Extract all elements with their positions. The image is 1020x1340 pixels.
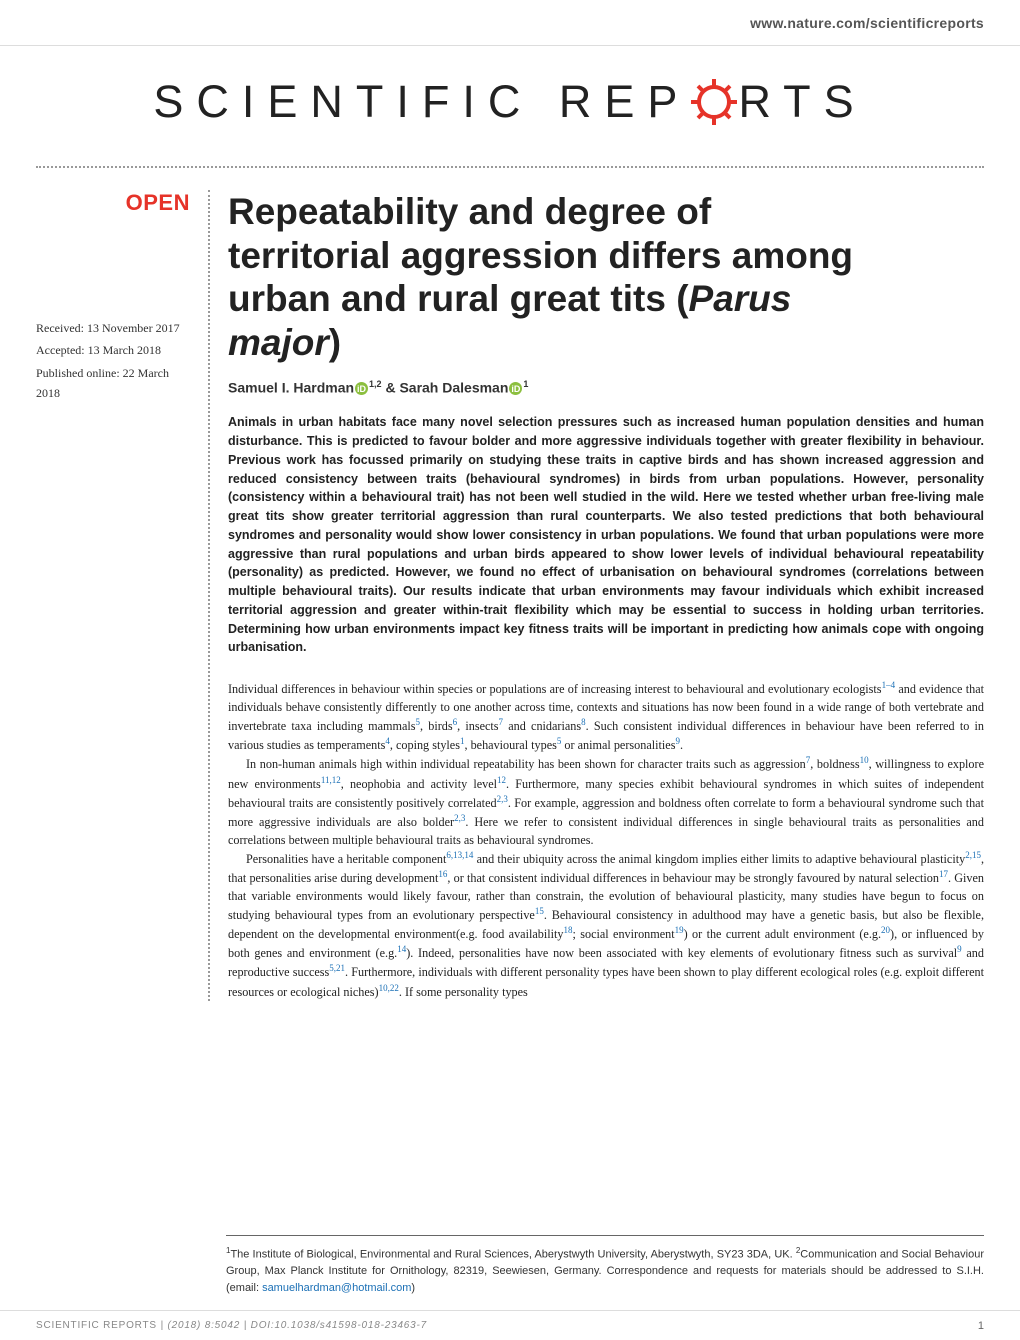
paragraph: Individual differences in behaviour with… [228,679,984,754]
citation-ref[interactable]: 18 [564,925,573,935]
citation-ref[interactable]: 19 [675,925,684,935]
article-main: Repeatability and degree of territorial … [208,190,984,1001]
citation-ref[interactable]: 12 [497,775,506,785]
orcid-icon[interactable]: iD [355,382,368,395]
correspondence-email[interactable]: samuelhardman@hotmail.com [262,1282,411,1294]
logo-word-scientific: SCIENTIFIC [153,76,533,128]
separator-dotted [36,166,984,168]
header-url[interactable]: www.nature.com/scientificreports [750,15,984,31]
author-name: Samuel I. Hardman [228,379,354,395]
citation-ref[interactable]: 2,3 [497,794,508,804]
page-number: 1 [978,1320,984,1332]
publication-dates: Received: 13 November 2017 Accepted: 13 … [36,318,190,404]
citation-ref[interactable]: 1–4 [882,680,896,690]
sidebar: OPEN Received: 13 November 2017 Accepted… [36,190,208,1001]
citation-ref[interactable]: 17 [939,869,948,879]
date-accepted: Accepted: 13 March 2018 [36,340,190,360]
gear-o-icon [688,76,740,128]
logo-word-rts: RTS [738,76,866,128]
article-title: Repeatability and degree of territorial … [228,190,984,365]
citation-ref[interactable]: 2,15 [965,850,981,860]
affiliations-block: 1The Institute of Biological, Environmen… [226,1235,984,1296]
author-affiliation-sup: 1,2 [369,379,382,389]
abstract: Animals in urban habitats face many nove… [228,413,984,657]
orcid-icon[interactable]: iD [509,382,522,395]
author-name: Sarah Dalesman [399,379,508,395]
header-bar: www.nature.com/scientificreports [0,0,1020,46]
citation-ref[interactable]: 15 [535,906,544,916]
citation-ref[interactable]: 10 [860,755,869,765]
footer-citation: SCIENTIFIC REPORTS | (2018) 8:5042 | DOI… [36,1320,427,1331]
open-access-badge: OPEN [36,190,190,216]
author-affiliation-sup: 1 [523,379,528,389]
date-published: Published online: 22 March 2018 [36,363,190,404]
citation-ref[interactable]: 10,22 [379,983,399,993]
content-area: OPEN Received: 13 November 2017 Accepted… [0,190,1020,1001]
citation-ref[interactable]: 20 [881,925,890,935]
citation-ref[interactable]: 5,21 [329,963,345,973]
page-footer: SCIENTIFIC REPORTS | (2018) 8:5042 | DOI… [0,1310,1020,1340]
author-list: Samuel I. HardmaniD1,2 & Sarah Dalesmani… [228,379,984,396]
citation-ref[interactable]: 6,13,14 [446,850,473,860]
paragraph: Personalities have a heritable component… [228,849,984,1001]
date-received: Received: 13 November 2017 [36,318,190,338]
citation-ref[interactable]: 11,12 [321,775,341,785]
journal-logo: SCIENTIFIC REP RTS [0,46,1020,148]
logo-word-rep: REP [559,76,691,128]
citation-ref[interactable]: 2,3 [454,813,465,823]
body-text: Individual differences in behaviour with… [228,679,984,1001]
citation-ref[interactable]: 14 [397,944,406,954]
paragraph: In non-human animals high within individ… [228,754,984,848]
